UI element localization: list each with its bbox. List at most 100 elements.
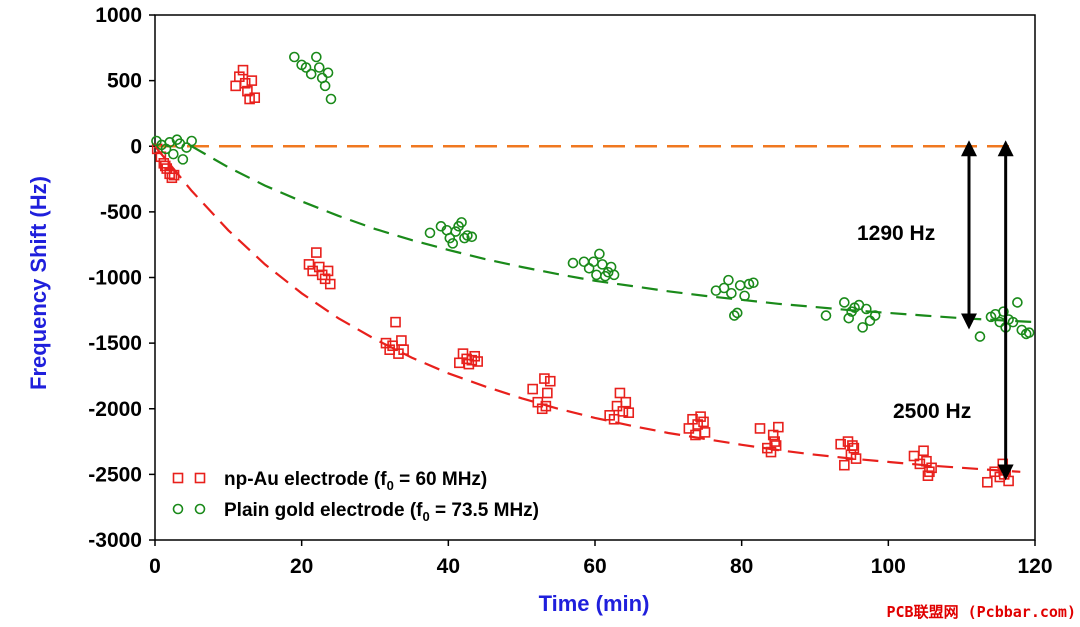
legend-symbol-plain-gold [172,503,206,515]
data-point-np-au [539,373,550,384]
data-point-plain-gold [186,135,197,147]
x-axis-ticks: 0 20 40 60 80 100 120 [149,540,1053,578]
y-tick-label: 1000 [95,4,142,27]
x-tick-label: 120 [1017,555,1052,578]
data-point-plain-gold [450,226,461,237]
data-point-np-au [982,476,993,488]
data-point-plain-gold [289,51,300,63]
data-point-np-au [698,416,709,428]
data-point-np-au [166,172,178,184]
data-point-np-au [380,337,392,349]
watermark: PCB联盟网 (Pcbbar.com) [887,603,1077,621]
data-point-plain-gold [567,257,579,269]
data-point-plain-gold [843,312,855,324]
data-point-plain-gold [861,303,872,315]
data-point-plain-gold [974,331,986,342]
legend: np-Au electrode (f0 = 60 MHz) Plain gold… [172,469,539,524]
legend-label-plain-gold: Plain gold electrode (f0 = 73.5 MHz) [224,500,539,524]
data-point-plain-gold [594,248,605,260]
y-axis-title: Frequency Shift (Hz) [26,176,51,390]
data-point-np-au [839,459,850,471]
data-point-plain-gold [723,274,734,286]
data-point-plain-gold [459,232,470,244]
y-axis-ticks: 1000 500 0 -500 -1000 -1500 -2000 -2500 -3000 [88,4,155,552]
data-point-plain-gold [718,282,730,294]
data-point-plain-gold [164,137,175,148]
data-point-np-au [540,400,552,412]
y-tick-label: 500 [107,70,142,93]
legend-marker [172,503,184,515]
data-point-np-au [311,247,322,258]
x-tick-label: 80 [730,555,753,578]
data-point-plain-gold [313,62,325,73]
x-tick-label: 60 [583,555,606,578]
data-point-np-au [608,413,620,425]
plot-area [154,14,1036,541]
data-point-np-au [398,344,409,355]
data-point-plain-gold [168,148,179,160]
y-tick-label: -2000 [88,398,142,421]
legend-symbol-np-au [172,472,206,484]
y-tick-label: -3000 [88,529,142,552]
annotation-arrows [961,140,1014,481]
x-tick-label: 40 [437,555,460,578]
data-point-plain-gold [319,80,331,92]
legend-label-np-au: np-Au electrode (f0 = 60 MHz) [224,469,487,493]
data-point-np-au [239,77,251,89]
data-point-plain-gold [447,238,459,249]
data-point-np-au [773,421,784,433]
data-point-plain-gold [731,307,743,319]
data-point-plain-gold [608,269,620,281]
data-point-np-au [527,383,538,395]
data-point-plain-gold [462,230,473,241]
legend-marker [172,472,184,484]
data-point-np-au [835,438,846,450]
data-point-np-au [914,458,926,470]
data-point-plain-gold [743,278,755,290]
data-point-np-au [159,160,171,172]
data-point-np-au [847,440,858,451]
data-point-plain-gold [726,287,737,299]
x-axis-title: Time (min) [539,591,650,616]
data-point-np-au [544,375,556,387]
legend-marker [194,472,206,484]
data-point-np-au [918,445,929,457]
data-point-np-au [390,316,401,328]
data-point-np-au [303,259,315,270]
data-point-np-au [542,387,553,399]
data-point-np-au [692,419,703,430]
data-point-np-au [324,278,336,290]
data-point-plain-gold [1023,327,1035,338]
x-tick-label: 20 [290,555,313,578]
y-tick-label: -1500 [88,332,142,355]
data-point-np-au [922,470,934,481]
data-point-plain-gold [305,68,317,80]
data-point-plain-gold [820,310,832,321]
data-point-np-au [237,64,249,76]
data-point-np-au [614,387,626,399]
fit-curve-np-au [154,145,1021,473]
data-point-plain-gold [857,322,868,333]
data-point-plain-gold [424,227,436,239]
data-point-np-au [168,169,180,181]
data-point-plain-gold [444,232,456,244]
data-point-plain-gold [325,93,337,105]
data-point-np-au [850,453,862,464]
y-tick-label: -1000 [88,267,142,290]
data-point-np-au [472,356,483,367]
data-point-plain-gold [181,142,192,153]
data-point-np-au [623,407,635,418]
x-tick-label: 0 [149,555,161,578]
data-point-np-au [536,403,548,415]
fit-curves [154,145,1036,473]
data-point-np-au [620,396,632,408]
data-point-plain-gold [300,62,312,73]
y-tick-label: -500 [100,201,142,224]
data-point-np-au [926,462,937,474]
data-point-np-au [769,436,780,447]
data-point-np-au [234,71,245,82]
data-point-plain-gold [311,51,322,63]
x-tick-label: 100 [871,555,906,578]
data-point-np-au [848,442,860,454]
